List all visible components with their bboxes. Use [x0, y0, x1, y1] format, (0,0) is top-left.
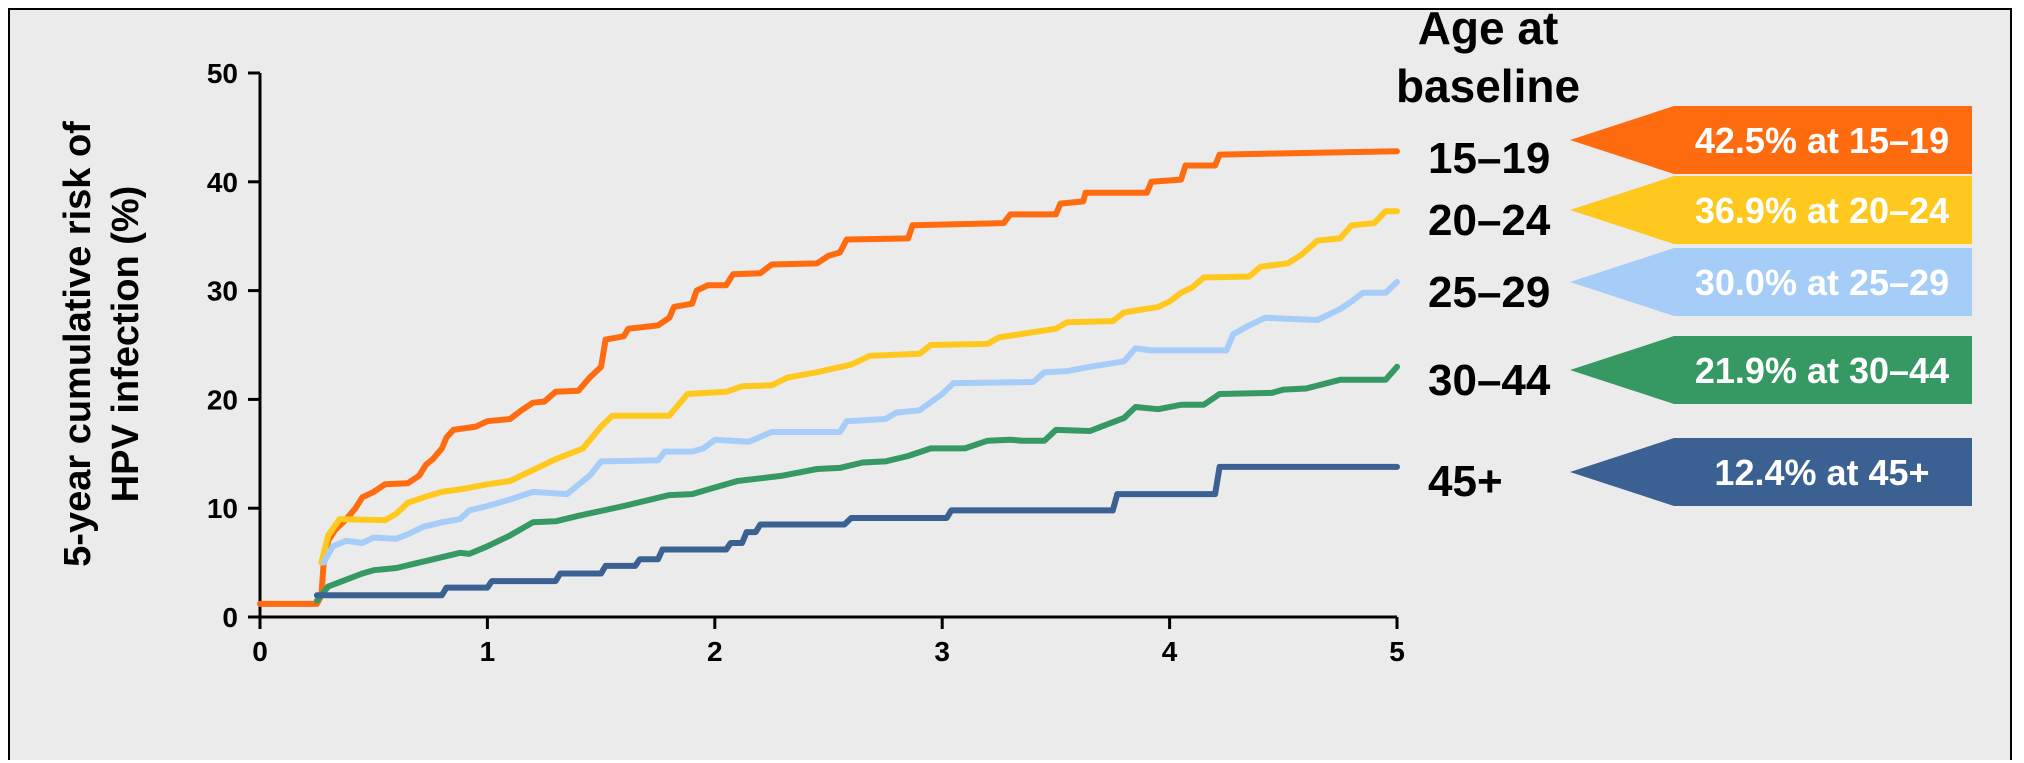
callout-arrow	[1570, 248, 1972, 316]
y-tick-label: 50	[207, 58, 238, 89]
chart-svg: 0 10 20 30 40 50 0 1 2 3 4 5 5-year cumulative risk…	[57, 10, 1972, 667]
y-tick-label: 10	[207, 493, 238, 524]
y-tick-label: 20	[207, 384, 238, 415]
y-tick-label: 0	[222, 602, 238, 633]
callout-text: 42.5% at 15–19	[1695, 120, 1949, 161]
series-lines	[257, 148, 1400, 607]
x-tick-label: 2	[707, 636, 723, 667]
callout-text: 30.0% at 25–29	[1695, 262, 1949, 303]
x-tick-label: 5	[1389, 636, 1405, 667]
legend-title-line1: Age at	[1418, 10, 1559, 54]
series-line-5	[313, 463, 1400, 599]
callout-arrow	[1570, 176, 1972, 244]
y-axis-label-line1: 5-year cumulative risk of	[57, 121, 99, 567]
chart-frame: 0 10 20 30 40 50 0 1 2 3 4 5 5-year cumulative risk…	[8, 8, 2012, 760]
series-line-2	[318, 208, 1400, 566]
y-axis-label-line2: HPV infection (%)	[105, 186, 147, 503]
legend-title-line2: baseline	[1396, 60, 1580, 112]
callout-arrow	[1570, 106, 1972, 174]
callout-text: 21.9% at 30–44	[1695, 350, 1949, 391]
x-tick-label: 4	[1162, 636, 1178, 667]
y-tick-label: 30	[207, 276, 238, 307]
legend-group-label: 15–19	[1428, 134, 1550, 183]
callout-text: 36.9% at 20–24	[1695, 190, 1949, 231]
y-tick-label: 40	[207, 167, 238, 198]
series-line-3	[320, 278, 1400, 566]
legend-group-label: 25–29	[1428, 268, 1550, 317]
legend-group-label: 30–44	[1428, 356, 1551, 405]
callout-text: 12.4% at 45+	[1714, 452, 1929, 493]
x-tick-label: 1	[480, 636, 496, 667]
legend-group-label: 20–24	[1428, 196, 1551, 245]
x-tick-label: 3	[934, 636, 950, 667]
callout-arrow	[1570, 438, 1972, 506]
callout-arrow	[1570, 336, 1972, 404]
series-line-4	[313, 363, 1400, 604]
x-tick-label: 0	[252, 636, 268, 667]
legend: 15–19 42.5% at 15–19 20–24 36.9% at 20–24 25…	[1428, 106, 1972, 506]
series-line-1	[257, 148, 1400, 607]
legend-group-label: 45+	[1428, 457, 1503, 506]
axes: 0 10 20 30 40 50 0 1 2 3 4 5	[207, 58, 1405, 667]
